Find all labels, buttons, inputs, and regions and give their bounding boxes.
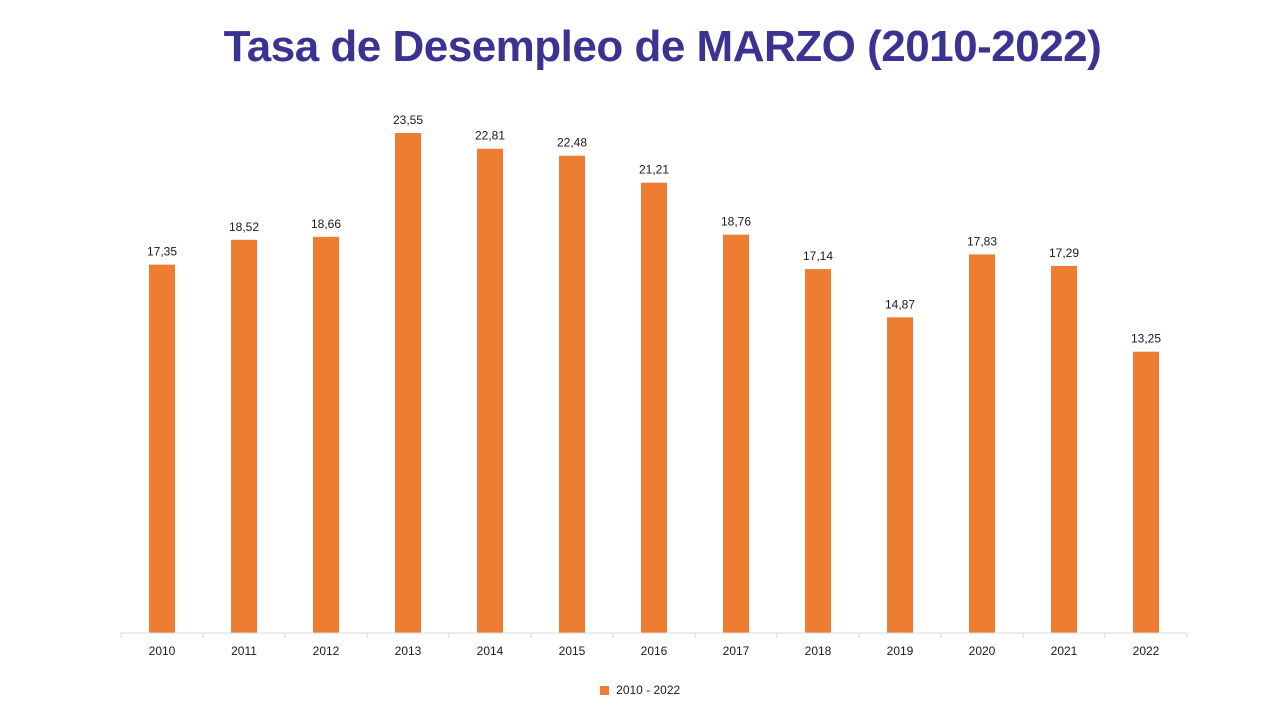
bar-2017 xyxy=(723,234,749,633)
x-tick-label-2022: 2022 xyxy=(1133,644,1160,658)
x-tick-label-2019: 2019 xyxy=(887,644,914,658)
data-label-2016: 21,21 xyxy=(639,163,669,177)
x-tick-label-2012: 2012 xyxy=(313,644,340,658)
data-label-2022: 13,25 xyxy=(1131,332,1161,346)
data-label-2019: 14,87 xyxy=(885,297,915,311)
data-label-2015: 22,48 xyxy=(557,136,587,150)
x-tick-label-2014: 2014 xyxy=(477,644,504,658)
chart-title: Tasa de Desempleo de MARZO (2010-2022) xyxy=(223,22,1102,71)
x-tick-label-2015: 2015 xyxy=(559,644,586,658)
bar-2010 xyxy=(149,264,175,633)
data-label-2018: 17,14 xyxy=(803,249,833,263)
bar-2012 xyxy=(313,236,339,633)
bar-2015 xyxy=(559,155,585,633)
data-label-2020: 17,83 xyxy=(967,234,997,248)
bar-2014 xyxy=(477,148,503,634)
x-tick-label-2013: 2013 xyxy=(395,644,422,658)
bar-chart: 17,35 18,52 18,66 23,55 22,81 22,48 21,21 18,76… xyxy=(120,113,1188,658)
x-tick-label-2021: 2021 xyxy=(1051,644,1078,658)
x-tick-label-2016: 2016 xyxy=(641,644,668,658)
x-tick-label-2020: 2020 xyxy=(969,644,996,658)
x-axis: 2010 2011 2012 2013 2014 2015 2016 2017 2018 2019… xyxy=(120,632,1188,658)
bar-2013 xyxy=(395,133,421,633)
x-tick-label-2017: 2017 xyxy=(723,644,750,658)
data-label-2021: 17,29 xyxy=(1049,246,1079,260)
bar-2018 xyxy=(805,269,831,633)
data-label-2017: 18,76 xyxy=(721,215,751,229)
bar-2022 xyxy=(1133,351,1159,633)
x-tick-label-2018: 2018 xyxy=(805,644,832,658)
data-label-2013: 23,55 xyxy=(393,113,423,127)
data-label-2010: 17,35 xyxy=(147,245,177,259)
bar-2021 xyxy=(1051,265,1077,633)
bar-2011 xyxy=(231,239,257,633)
x-tick-label-2011: 2011 xyxy=(231,644,257,658)
bars-group: 17,35 18,52 18,66 23,55 22,81 22,48 21,21 18,76… xyxy=(147,113,1161,634)
bar-2016 xyxy=(641,182,667,634)
x-tick-label-2010: 2010 xyxy=(149,644,176,658)
data-label-2014: 22,81 xyxy=(475,129,505,143)
data-label-2011: 18,52 xyxy=(229,220,259,234)
bar-2019 xyxy=(887,317,913,633)
legend-label: 2010 - 2022 xyxy=(616,683,681,697)
data-label-2012: 18,66 xyxy=(311,217,341,231)
legend-swatch xyxy=(599,686,609,695)
legend: 2010 - 2022 xyxy=(0,683,1280,697)
bar-2020 xyxy=(969,254,995,634)
